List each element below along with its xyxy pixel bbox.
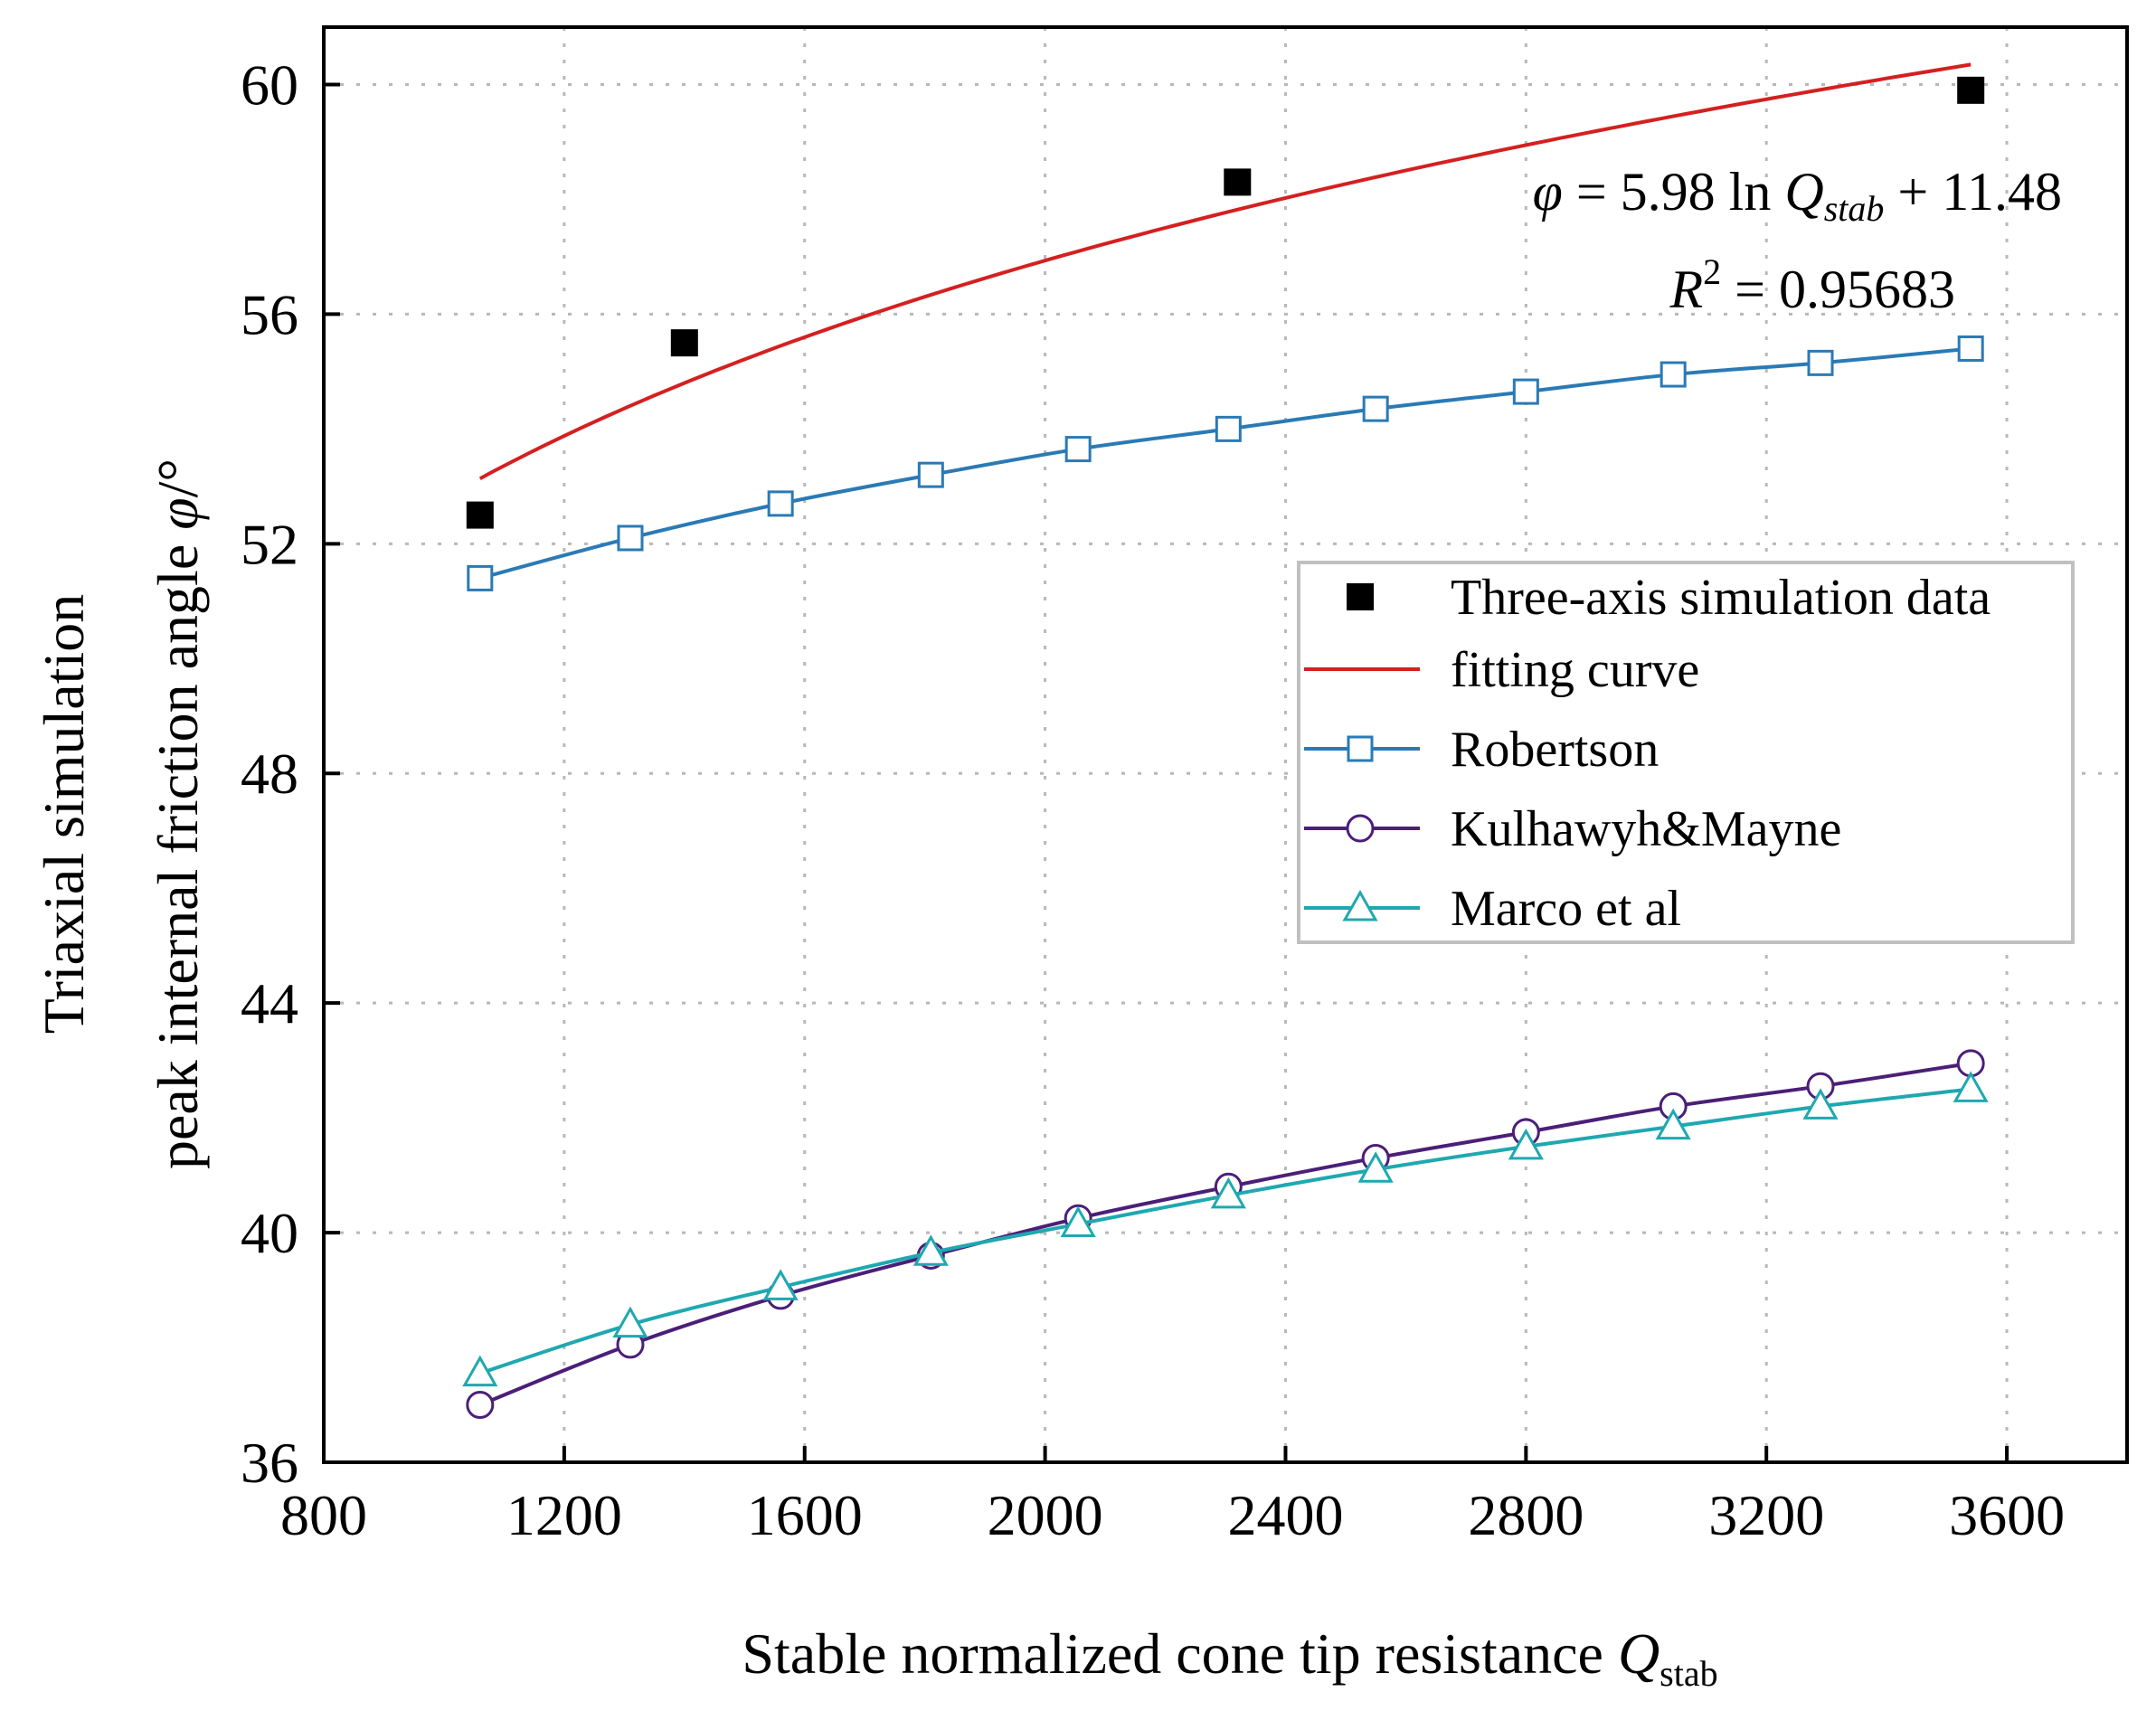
data-point (466, 501, 494, 529)
y-tick-label: 52 (241, 512, 298, 576)
marco-et-al-marker (1210, 1177, 1246, 1209)
marco-et-al-marker (1357, 1151, 1394, 1183)
x-tick-label: 2000 (988, 1483, 1103, 1547)
x-tick-label: 1200 (506, 1483, 622, 1547)
y-axis-title-line2: peak internal friction angle φ/° (146, 458, 210, 1169)
x-tick-label: 2400 (1227, 1483, 1343, 1547)
legend-box (1297, 561, 2075, 944)
legend-symbol (1346, 814, 1375, 843)
equation-lhs: φ (1533, 162, 1563, 222)
y-tick-label: 36 (241, 1431, 298, 1495)
data-point (1957, 76, 1985, 104)
robertson-marker (1957, 335, 1984, 362)
robertson-marker (1362, 395, 1389, 422)
y-tick-label: 56 (241, 282, 298, 346)
marco-et-al-marker (913, 1234, 949, 1266)
marco-et-al-marker (1802, 1088, 1839, 1120)
equation-annotation: φ = 5.98 ln Qstab + 11.48 (1533, 162, 2062, 229)
y-tick-label: 44 (241, 971, 298, 1035)
y-axis-title-unit: /° (146, 458, 210, 497)
marco-et-al-marker (1953, 1071, 1989, 1102)
robertson-marker (767, 490, 794, 517)
equation-rhs-2: + 11.48 (1884, 162, 2062, 222)
r-squared-r: R (1669, 260, 1704, 319)
marco-et-al-marker (1655, 1108, 1691, 1140)
x-tick-label: 2800 (1468, 1483, 1584, 1547)
x-tick-label: 3600 (1949, 1483, 2065, 1547)
kulhawyh-mayne-marker (466, 1391, 495, 1420)
legend-item-three-axis-simulation-data: Three-axis simulation data (1347, 570, 1991, 626)
x-axis-title-symbol: Q (1618, 1621, 1660, 1686)
marco-et-al-marker (1060, 1205, 1096, 1238)
y-axis-title-symbol: φ (146, 497, 210, 529)
legend-item-fitting-curve: fitting curve (1304, 642, 1699, 698)
equation-q: Q (1784, 162, 1823, 222)
legend-label: Kulhawyh&Mayne (1451, 801, 1841, 857)
legend-items: Three-axis simulation data fitting curve R… (1304, 570, 1991, 937)
legend: Three-axis simulation data fitting curve R… (1297, 561, 2075, 944)
y-tick-label: 40 (241, 1201, 298, 1265)
legend-item-kulhawyh-mayne: Kulhawyh&Mayne (1304, 801, 1841, 857)
marco-et-al-marker (762, 1269, 799, 1300)
x-axis-title: Stable normalized cone tip resistance Qs… (742, 1621, 1717, 1694)
legend-label: Robertson (1451, 722, 1659, 778)
equation-sub: stab (1824, 188, 1885, 229)
marco-et-al-marker (462, 1355, 498, 1387)
x-tick-label: 800 (280, 1483, 367, 1547)
robertson-marker (1660, 361, 1687, 388)
marco-et-al-line (479, 1087, 1972, 1375)
legend-label: Marco et al (1451, 881, 1681, 937)
legend-symbol (1347, 583, 1374, 610)
y-tick-label: 60 (241, 52, 298, 117)
robertson-marker (1064, 436, 1092, 463)
plot-series (462, 62, 1989, 1420)
data-point (670, 329, 698, 357)
robertson-marker (917, 461, 944, 488)
legend-symbol (1347, 735, 1374, 762)
series-robertson (467, 335, 1984, 591)
robertson-marker (467, 564, 494, 591)
robertson-line (479, 346, 1972, 581)
series-marco-et-al (462, 1071, 1989, 1387)
legend-item-robertson: Robertson (1304, 722, 1659, 778)
legend-label: fitting curve (1451, 642, 1699, 698)
r-squared-exp: 2 (1703, 251, 1721, 292)
x-tick-label: 3200 (1708, 1483, 1824, 1547)
y-axis-title-text: peak internal friction angle (146, 544, 210, 1169)
series-kulhawyh-mayne (466, 1049, 1985, 1420)
marco-et-al-marker (1508, 1128, 1544, 1160)
x-axis-title-text: Stable normalized cone tip resistance (742, 1621, 1603, 1686)
y-axis-title-line1: Triaxial simulation (32, 594, 96, 1035)
legend-label: Three-axis simulation data (1451, 570, 1991, 626)
axis-ticks: 800 1200 1600 2000 2400 2800 3200 3600 36 40 44 48 5… (241, 52, 2065, 1547)
fitting-curve-line (478, 62, 1972, 480)
marco-et-al-marker (612, 1306, 648, 1338)
x-tick-label: 1600 (747, 1483, 863, 1547)
legend-symbol (1342, 889, 1378, 921)
robertson-marker (1512, 378, 1539, 405)
y-tick-label: 48 (241, 742, 298, 806)
robertson-marker (1215, 415, 1242, 442)
series-three-axis-simulation-data (466, 76, 1985, 529)
series-fitting-curve (478, 62, 1972, 480)
legend-item-marco-et-al: Marco et al (1304, 881, 1681, 937)
plot-frame (322, 25, 2129, 1464)
r-squared-annotation: R2 = 0.95683 (1669, 251, 1956, 319)
robertson-marker (617, 525, 644, 552)
equation-rhs-1: = 5.98 ln (1563, 162, 1785, 222)
r-squared-value: = 0.95683 (1721, 260, 1955, 319)
robertson-marker (1807, 349, 1834, 376)
data-point (1224, 168, 1252, 196)
x-axis-title-sub: stab (1660, 1653, 1717, 1694)
